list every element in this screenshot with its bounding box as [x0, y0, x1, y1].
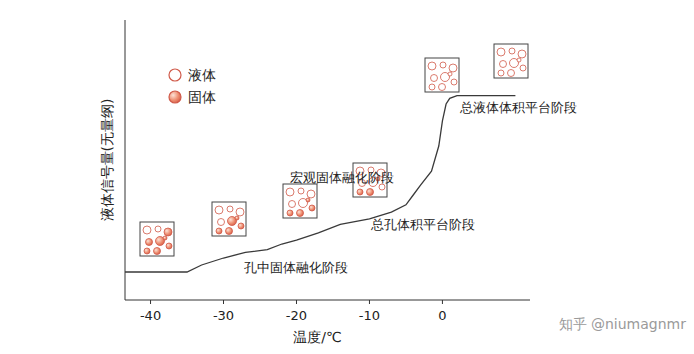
x-tick: [442, 300, 443, 304]
x-tick: [223, 300, 224, 304]
legend-label: 液体: [188, 67, 216, 83]
inset-icon: [425, 58, 459, 92]
chart: -40 -30 -20 -10 0 温度/℃ 液体信号量(无量纲) 液体固体孔中固体融化阶段 总…: [0, 0, 694, 354]
inset-icon: [283, 184, 317, 218]
inset-icon: [212, 202, 246, 236]
x-tick-label: -30: [213, 308, 234, 323]
legend-item: 液体: [169, 67, 216, 83]
x-axis: [125, 300, 530, 301]
annotation: 孔中固体融化阶段: [244, 260, 348, 275]
annotation: 总孔体积平台阶段: [370, 217, 475, 232]
inset-icon: [494, 44, 528, 78]
x-tick-label: -20: [286, 308, 307, 323]
x-tick: [369, 300, 370, 304]
y-axis-label: 液体信号量(无量纲): [99, 99, 115, 222]
line: [125, 96, 515, 272]
legend-item: 固体: [169, 89, 216, 105]
x-tick-label: 0: [438, 308, 446, 323]
inset-icon: [140, 222, 174, 256]
annotation: 总液体体积平台阶段: [459, 100, 577, 115]
legend-marker: [169, 69, 181, 81]
y-axis: [125, 20, 126, 300]
x-tick-label: -40: [140, 308, 161, 323]
x-tick-label: -10: [359, 308, 380, 323]
annotation: 宏观固体融化阶段: [290, 170, 394, 185]
legend-label: 固体: [188, 89, 216, 105]
watermark: 知乎 @niumagnmr: [559, 316, 687, 332]
x-axis-label: 温度/℃: [293, 329, 341, 345]
plot-area: [125, 96, 515, 272]
x-tick: [296, 300, 297, 304]
x-tick: [150, 300, 151, 304]
legend-marker: [169, 91, 181, 103]
